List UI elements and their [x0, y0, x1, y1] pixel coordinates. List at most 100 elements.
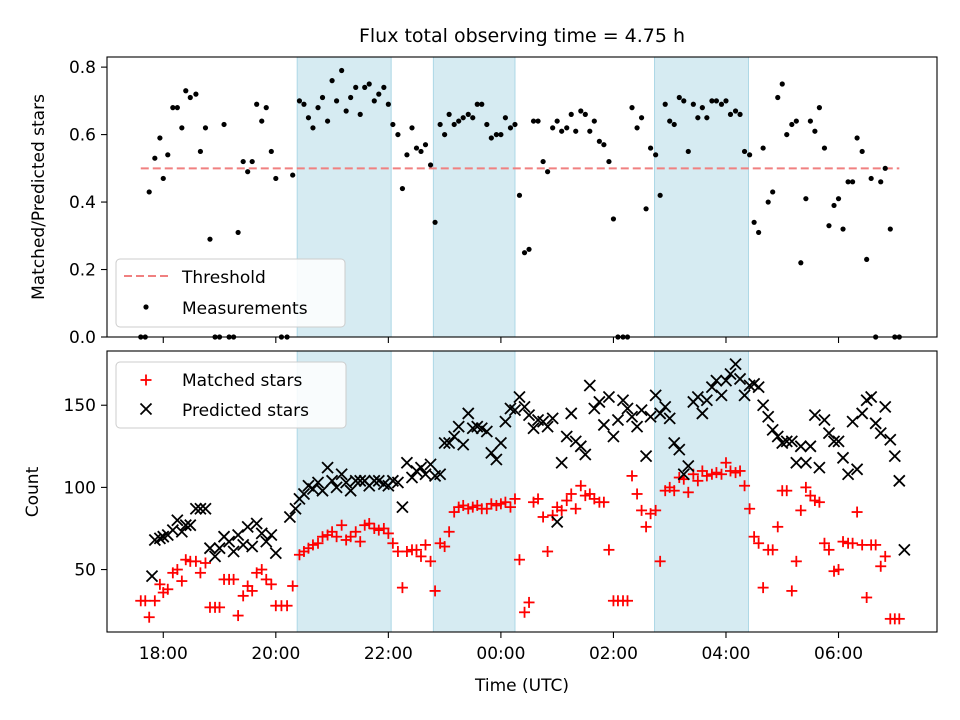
measurement-point	[747, 152, 753, 158]
matched-point	[870, 539, 882, 551]
y-tick-label: 100	[64, 478, 96, 498]
predicted-point	[442, 436, 456, 450]
measurement-point	[713, 98, 720, 104]
predicted-point	[865, 390, 878, 404]
predicted-point	[583, 379, 596, 392]
x-tick-label: 04:00	[701, 644, 750, 664]
legend-matched-swatch	[140, 374, 152, 386]
matched-point	[154, 578, 166, 590]
measurement-point	[878, 179, 884, 185]
matched-point	[833, 564, 845, 576]
predicted-point	[593, 395, 606, 409]
predicted-point	[663, 412, 676, 425]
predicted-point	[668, 436, 681, 450]
measurement-point	[803, 196, 809, 202]
measurement-point	[170, 105, 176, 111]
matched-point	[650, 504, 662, 516]
predicted-point	[222, 535, 236, 548]
measurement-point	[662, 101, 668, 107]
predicted-point	[884, 433, 897, 446]
predicted-point	[616, 394, 630, 407]
matched-point	[800, 481, 812, 493]
measurement-point	[512, 121, 518, 128]
predicted-point	[518, 400, 531, 414]
matched-point	[767, 544, 779, 556]
top-y-axis-label: Matched/Predicted stars	[29, 94, 49, 300]
measurement-point	[695, 115, 701, 121]
matched-point	[790, 555, 802, 567]
x-tick-label: 20:00	[251, 644, 300, 664]
matched-point	[307, 539, 319, 551]
predicted-point	[171, 514, 184, 527]
predicted-point	[677, 468, 690, 481]
measurement-point	[474, 101, 480, 107]
measurement-point	[840, 226, 846, 232]
bottom-legend: Matched stars Predicted stars	[115, 361, 347, 429]
measurement-point	[202, 125, 209, 131]
predicted-point	[153, 532, 167, 545]
predicted-point	[621, 402, 634, 415]
measurement-point	[174, 105, 180, 111]
top-legend-box	[115, 258, 346, 328]
measurement-point	[723, 98, 729, 104]
matched-point	[565, 488, 577, 500]
measurement-point	[756, 229, 762, 236]
measurement-point	[798, 260, 804, 266]
predicted-point	[354, 474, 367, 487]
predicted-point	[588, 402, 601, 415]
matched-point	[246, 585, 258, 597]
matched-point	[626, 470, 638, 482]
predicted-point	[762, 410, 775, 423]
x-tick-label: 22:00	[364, 644, 413, 664]
y-tick-label: 0.6	[69, 126, 96, 146]
measurement-point	[259, 118, 265, 124]
legend-plus-marker	[140, 374, 152, 386]
predicted-point	[438, 436, 451, 450]
matched-point	[363, 518, 375, 530]
matched-point	[312, 537, 324, 549]
matched-point	[139, 595, 151, 607]
measurement-point	[709, 98, 715, 104]
predicted-point	[771, 430, 784, 443]
measurement-point	[273, 175, 279, 182]
matched-point	[537, 511, 549, 523]
measurement-point	[816, 105, 822, 111]
x-axis-label: Time (UTC)	[474, 676, 569, 696]
measurement-point	[582, 111, 588, 117]
predicted-point	[607, 430, 620, 443]
matched-point	[710, 467, 722, 479]
predicted-point	[208, 550, 222, 563]
predicted-point	[227, 545, 240, 558]
predicted-point	[405, 471, 419, 484]
measurement-point	[882, 165, 888, 171]
predicted-point	[269, 546, 282, 560]
measurement-point	[732, 108, 739, 114]
legend-predicted-label: Predicted stars	[182, 401, 309, 421]
measurement-point	[685, 148, 691, 155]
bottom-y-ticks: 50 100 150	[64, 396, 107, 581]
predicted-point	[433, 468, 447, 481]
matched-point	[401, 545, 413, 557]
measurement-point	[183, 88, 189, 94]
measurement-point	[741, 148, 748, 155]
matched-point	[443, 526, 455, 538]
measurement-point	[315, 105, 321, 111]
matched-point	[879, 550, 891, 562]
matched-point	[354, 536, 366, 548]
predicted-point	[513, 390, 526, 404]
measurement-point	[290, 172, 296, 178]
predicted-point	[344, 484, 357, 497]
shaded-interval	[432, 350, 516, 633]
measurement-point	[254, 101, 260, 107]
measurement-point	[446, 111, 452, 117]
predicted-point	[804, 440, 817, 453]
measurement-point	[305, 115, 312, 121]
predicted-point	[756, 399, 770, 412]
measurement-point	[826, 223, 832, 229]
predicted-point	[700, 394, 713, 407]
predicted-point	[691, 390, 704, 404]
predicted-point	[306, 482, 320, 496]
measurement-point	[193, 91, 199, 97]
measurement-point	[357, 111, 363, 117]
y-tick-label: 50	[74, 561, 96, 581]
